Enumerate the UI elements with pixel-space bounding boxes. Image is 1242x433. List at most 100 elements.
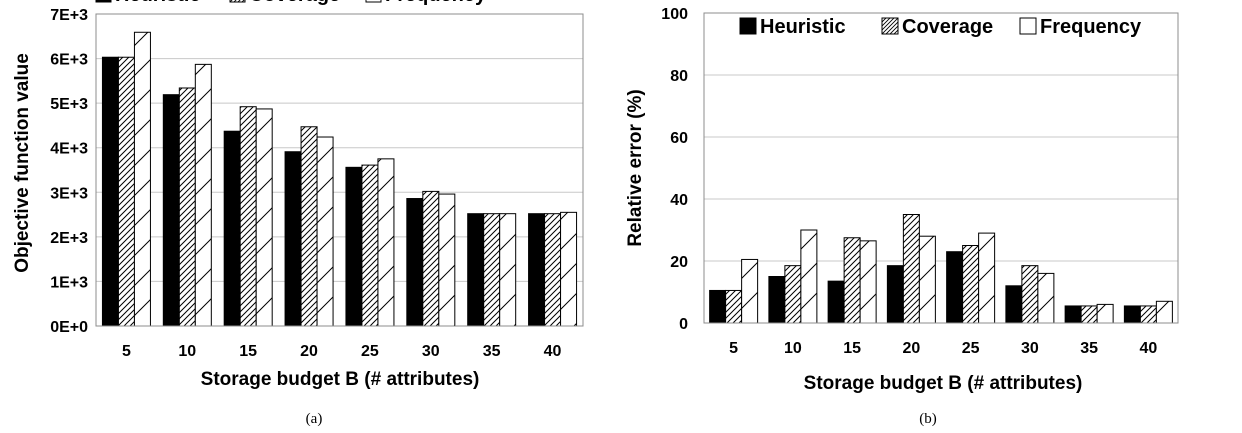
- legend-label-coverage: Coverage: [249, 0, 340, 6]
- x-tick-label: 5: [729, 340, 738, 357]
- bar-heuristic-10: [768, 276, 786, 324]
- bar-frequency-25: [978, 232, 996, 324]
- bar-coverage-10: [178, 87, 196, 327]
- legend: Heuristic Coverage Frequency: [739, 16, 1142, 38]
- bar-heuristic-40: [1123, 305, 1141, 324]
- x-tick-labels: 5 10 15 20 25 30 35 40: [122, 343, 562, 360]
- y-tick-label: 60: [670, 130, 688, 147]
- bar-heuristic-25: [345, 166, 363, 327]
- bar-heuristic-30: [406, 198, 424, 327]
- y-tick-label: 20: [670, 254, 688, 271]
- y-tick-label: 0: [679, 316, 688, 333]
- y-tick-label: 3E+3: [50, 185, 88, 202]
- x-tick-label: 20: [300, 343, 318, 360]
- y-axis-title: Relative error (%): [625, 89, 646, 246]
- bar-frequency-40: [1155, 300, 1173, 324]
- y-tick-label: 100: [661, 6, 688, 23]
- x-tick-label: 40: [544, 343, 562, 360]
- legend-label-heuristic: Heuristic: [760, 16, 846, 38]
- x-tick-label: 15: [843, 340, 861, 357]
- x-tick-label: 35: [483, 343, 501, 360]
- bar-frequency-20: [918, 235, 936, 324]
- x-tick-labels: 5 10 15 20 25 30 35 40: [729, 340, 1157, 357]
- legend-label-frequency: Frequency: [385, 0, 487, 6]
- bar-heuristic-10: [162, 94, 180, 327]
- bar-coverage-35: [1080, 305, 1098, 324]
- y-tick-label: 0E+0: [50, 319, 88, 336]
- bar-frequency-10: [194, 63, 212, 327]
- x-tick-label: 25: [361, 343, 379, 360]
- bar-heuristic-5: [709, 289, 727, 324]
- bar-heuristic-20: [886, 265, 904, 324]
- bar-coverage-20: [300, 126, 318, 327]
- y-tick-label: 4E+3: [50, 141, 88, 158]
- bar-frequency-30: [438, 193, 456, 327]
- bar-heuristic-35: [1064, 305, 1082, 324]
- bar-heuristic-5: [101, 56, 119, 327]
- x-tick-label: 15: [239, 343, 257, 360]
- x-tick-label: 25: [962, 340, 980, 357]
- bar-coverage-10: [784, 265, 802, 324]
- bar-frequency-15: [255, 108, 273, 327]
- bar-coverage-20: [902, 214, 920, 324]
- bar-heuristic-15: [223, 130, 241, 327]
- relative-error-chart: 0 20 40 60 80 100 5 10 15 20 25 30 35 40 Relative er…: [625, 6, 1179, 427]
- bar-frequency-5: [133, 31, 151, 327]
- bar-frequency-5: [741, 258, 759, 324]
- bar-heuristic-30: [1005, 285, 1023, 324]
- bar-coverage-30: [1021, 265, 1039, 324]
- bar-coverage-15: [843, 237, 861, 324]
- x-tick-label: 20: [902, 340, 920, 357]
- bar-frequency-35: [499, 213, 517, 327]
- bar-heuristic-15: [827, 280, 845, 324]
- bar-heuristic-20: [284, 151, 302, 327]
- y-tick-label: 7E+3: [50, 7, 88, 24]
- y-axis-title: Objective function value: [12, 53, 33, 273]
- x-axis-title: Storage budget B (# attributes): [201, 369, 480, 390]
- bar-coverage-25: [962, 245, 980, 324]
- x-tick-label: 30: [422, 343, 440, 360]
- y-tick-labels: 0E+0 1E+3 2E+3 3E+3 4E+3 5E+3 6E+3 7E+3: [50, 7, 88, 336]
- plot-frame: [703, 12, 1179, 324]
- bar-coverage-15: [239, 106, 257, 327]
- bar-frequency-40: [560, 211, 578, 327]
- bar-frequency-25: [377, 158, 395, 327]
- legend-swatch-frequency: [1019, 17, 1037, 35]
- x-tick-label: 10: [178, 343, 196, 360]
- legend-label-coverage: Coverage: [902, 16, 993, 38]
- bars: [101, 31, 578, 327]
- legend: Heuristic Coverage Frequency: [95, 0, 487, 6]
- plot-frame: [95, 13, 584, 327]
- y-tick-label: 40: [670, 192, 688, 209]
- bar-frequency-15: [859, 240, 877, 324]
- y-tick-label: 1E+3: [50, 274, 88, 291]
- y-tick-label: 6E+3: [50, 52, 88, 69]
- x-tick-label: 35: [1080, 340, 1098, 357]
- legend-swatch-heuristic: [95, 0, 112, 3]
- y-tick-label: 2E+3: [50, 230, 88, 247]
- bar-heuristic-35: [467, 213, 485, 327]
- x-tick-label: 5: [122, 343, 131, 360]
- bar-coverage-40: [1139, 305, 1157, 324]
- caption: (b): [919, 411, 937, 427]
- legend-label-frequency: Frequency: [1040, 16, 1142, 38]
- legend-swatch-frequency: [365, 0, 382, 3]
- legend-swatch-coverage: [881, 17, 899, 35]
- bar-coverage-5: [725, 289, 743, 324]
- bar-heuristic-25: [946, 251, 964, 324]
- x-axis-title: Storage budget B (# attributes): [804, 373, 1083, 394]
- bar-frequency-10: [800, 229, 818, 324]
- bar-coverage-35: [483, 213, 501, 327]
- y-tick-label: 5E+3: [50, 96, 88, 113]
- objective-chart: 0E+0 1E+3 2E+3 3E+3 4E+3 5E+3 6E+3 7E+3 5 10 15 20…: [12, 0, 584, 427]
- x-tick-label: 40: [1139, 340, 1157, 357]
- bar-heuristic-40: [528, 213, 546, 327]
- bar-frequency-30: [1037, 272, 1055, 324]
- legend-swatch-heuristic: [739, 17, 757, 35]
- x-tick-label: 30: [1021, 340, 1039, 357]
- bar-frequency-35: [1096, 303, 1114, 324]
- legend-label-heuristic: Heuristic: [115, 0, 201, 6]
- bar-coverage-40: [544, 213, 562, 327]
- legend-swatch-coverage: [229, 0, 246, 3]
